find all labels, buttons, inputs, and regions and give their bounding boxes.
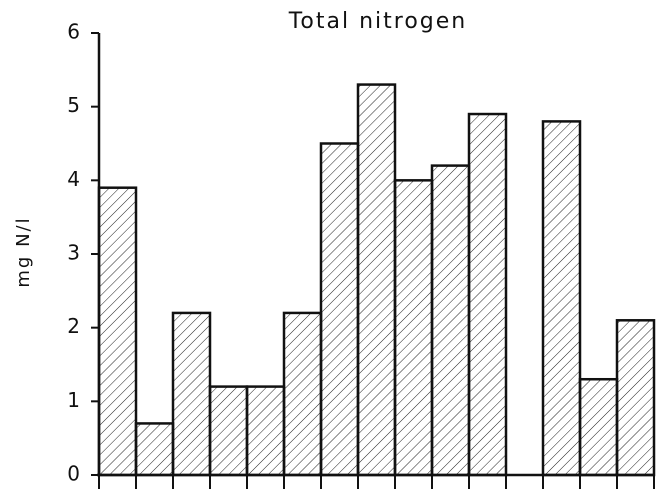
y-tick-label: 0 xyxy=(67,462,80,486)
bar xyxy=(615,319,656,477)
bar xyxy=(282,311,323,477)
y-tick-label: 6 xyxy=(67,20,80,44)
bar xyxy=(319,142,360,477)
chart-title: Total nitrogen xyxy=(288,9,468,34)
bar xyxy=(171,311,212,477)
bar xyxy=(467,112,508,477)
y-tick-label: 5 xyxy=(67,93,80,117)
y-tick-label: 2 xyxy=(67,314,80,338)
bar xyxy=(393,179,434,477)
bar xyxy=(430,164,471,477)
bar xyxy=(134,422,175,477)
bar xyxy=(578,377,619,477)
bar xyxy=(356,83,397,477)
y-axis-label: mg N/l xyxy=(13,216,34,287)
bar xyxy=(97,186,138,477)
bar xyxy=(245,385,286,477)
y-tick-label: 3 xyxy=(67,241,80,265)
bar xyxy=(208,385,249,477)
y-tick-label: 4 xyxy=(67,167,80,191)
bar xyxy=(541,120,582,477)
y-tick-label: 1 xyxy=(67,388,80,412)
